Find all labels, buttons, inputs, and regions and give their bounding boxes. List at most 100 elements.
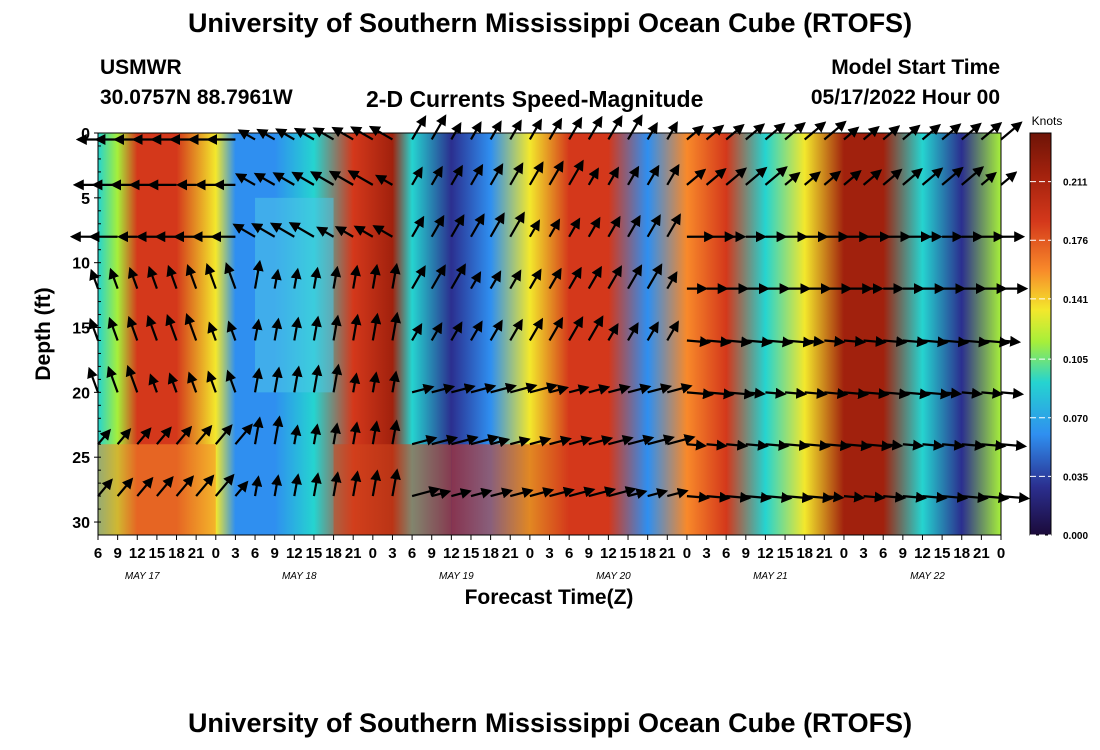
current-vector [470, 163, 484, 186]
current-vector [311, 364, 323, 393]
current-vector [108, 267, 119, 289]
current-vector [390, 311, 402, 341]
current-vector [627, 264, 643, 290]
x-tick-label: 12 [129, 545, 146, 562]
current-vector [369, 263, 381, 289]
current-vector [1000, 440, 1028, 452]
x-tick-label: 15 [620, 545, 637, 562]
current-vector [803, 171, 821, 186]
current-vector [509, 436, 531, 447]
current-vector [666, 121, 678, 141]
current-vector [489, 163, 504, 186]
current-vector [195, 424, 213, 445]
current-vector [252, 416, 264, 445]
current-vector [647, 383, 673, 394]
current-vector [350, 313, 362, 341]
current-vector [922, 336, 949, 348]
current-vector [226, 320, 238, 341]
current-vector [980, 121, 1003, 141]
current-vector [126, 315, 139, 341]
current-vector [470, 434, 500, 446]
current-vector [627, 434, 655, 446]
chart-title-top: University of Southern Mississippi Ocean… [187, 8, 913, 38]
x-tick-label: 18 [953, 545, 970, 562]
x-tick-label: 18 [168, 545, 185, 562]
current-vector [291, 316, 303, 341]
current-vector [726, 491, 752, 503]
current-vector [271, 474, 283, 497]
x-tick-label: 0 [683, 545, 691, 562]
x-tick-label: 12 [757, 545, 774, 562]
current-vector [207, 321, 218, 341]
current-vector [686, 439, 707, 451]
x-axis-label: Forecast Time(Z) [465, 586, 634, 609]
x-tick-label: 18 [325, 545, 342, 562]
current-vector [350, 264, 361, 289]
current-vector [588, 486, 617, 498]
current-vector [902, 167, 923, 186]
current-vector [330, 422, 341, 445]
x-tick-label: 0 [526, 545, 534, 562]
model-start-value: 05/17/2022 Hour 00 [810, 86, 1000, 109]
colorbar-ticks: 0.211 0.176 0.141 0.105 0.070 0.035 0.000 [1030, 178, 1088, 542]
current-vector [883, 439, 904, 451]
y-tick-label: 10 [72, 256, 90, 273]
current-vector [1000, 492, 1031, 504]
current-vector [349, 421, 361, 445]
current-vector [745, 336, 773, 348]
current-vector [334, 226, 354, 238]
current-vector [206, 370, 217, 393]
current-vector [214, 473, 235, 497]
current-vector [824, 440, 852, 452]
x-tick-label: 9 [428, 545, 436, 562]
current-vector [607, 322, 619, 342]
current-vector [646, 214, 661, 238]
current-vector [234, 173, 256, 186]
current-vector [430, 114, 447, 141]
current-vector [843, 440, 873, 452]
current-vector [528, 118, 543, 141]
current-vector [882, 168, 903, 186]
x-tick-label: 18 [639, 545, 656, 562]
current-vector [686, 491, 710, 503]
current-vector [784, 387, 808, 399]
current-vector [234, 423, 253, 445]
current-vector [470, 320, 483, 342]
current-vector [88, 317, 100, 341]
current-vector [490, 436, 511, 448]
x-tick-label: 21 [973, 545, 990, 562]
x-tick-label: 15 [463, 545, 480, 562]
current-vector [942, 387, 963, 399]
x-tick-label: 21 [816, 545, 833, 562]
current-vector [823, 170, 842, 186]
current-vector [269, 222, 295, 238]
current-vector [146, 314, 158, 341]
current-vector [116, 428, 132, 445]
x-tick-label: 21 [345, 545, 362, 562]
current-vector [568, 217, 581, 238]
current-vector [270, 268, 282, 289]
colorbar-tick-label: 0.211 [1063, 178, 1088, 189]
x-tick-label: 6 [722, 545, 730, 562]
current-vector [147, 265, 158, 289]
current-vector [431, 434, 459, 446]
y-tick-label: 30 [72, 515, 90, 532]
current-vector [549, 384, 570, 396]
current-vector [430, 264, 446, 290]
current-vector [450, 214, 465, 238]
current-vector [764, 122, 786, 141]
current-vector [745, 123, 766, 141]
current-vector [389, 419, 401, 445]
current-vector [205, 263, 217, 289]
current-vector [156, 426, 172, 445]
current-vector [389, 262, 401, 289]
current-vector [548, 267, 562, 290]
x-tick-label: 6 [251, 545, 259, 562]
current-vector [883, 336, 908, 348]
current-vector [271, 317, 283, 341]
current-vector [490, 382, 517, 394]
x-tick-label: 3 [702, 545, 710, 562]
current-vector [253, 172, 276, 186]
current-vector [509, 211, 525, 238]
x-tick-label: 9 [271, 545, 279, 562]
